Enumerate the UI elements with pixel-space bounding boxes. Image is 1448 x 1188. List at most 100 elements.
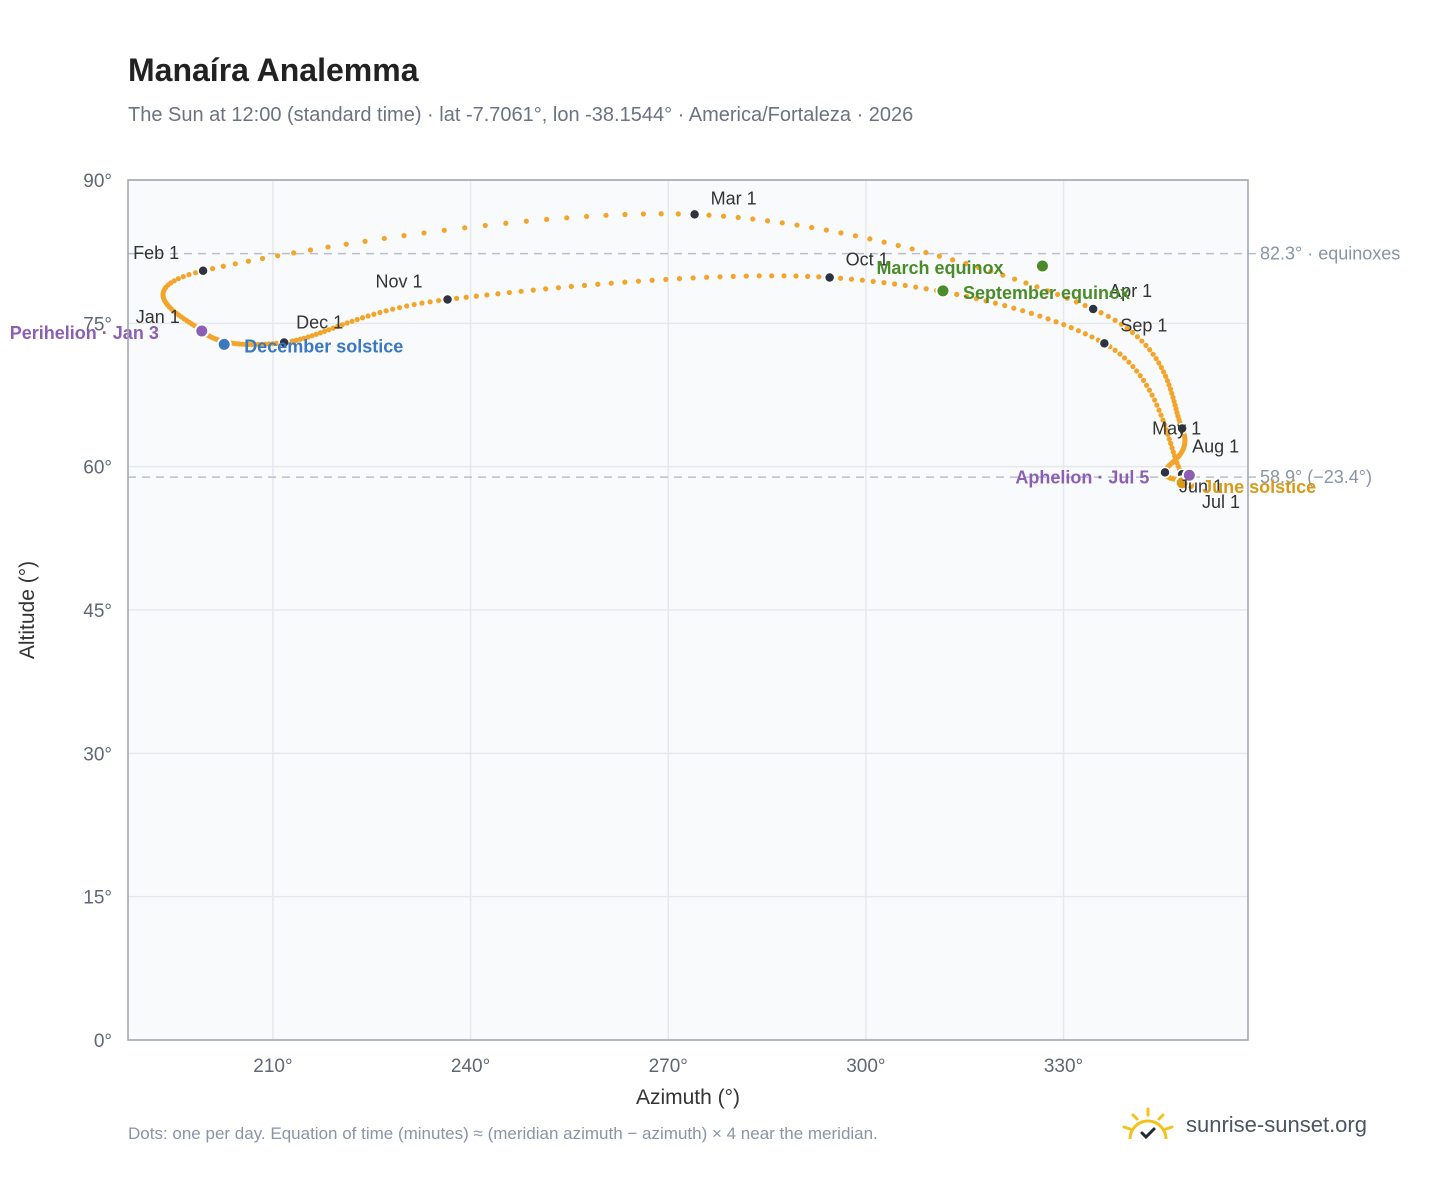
month-marker [1176, 422, 1188, 435]
day-dot [436, 297, 442, 304]
day-dot [1082, 331, 1088, 337]
day-dot [635, 278, 642, 284]
day-dot [848, 276, 855, 282]
day-dot [484, 292, 490, 298]
day-dot [381, 235, 387, 242]
day-dot [793, 273, 799, 279]
x-tick-label: 330° [1044, 1056, 1083, 1077]
y-tick-label: 75° [83, 314, 112, 335]
day-dot [1168, 440, 1174, 447]
day-dot [867, 236, 873, 242]
day-dot [530, 287, 536, 293]
day-dot [1147, 347, 1153, 353]
day-dot [1165, 431, 1171, 438]
day-dot [462, 225, 468, 231]
day-dot [975, 264, 981, 271]
day-dot [1020, 308, 1026, 314]
day-dot [354, 316, 360, 323]
day-dot [663, 276, 669, 282]
day-dot [1112, 317, 1118, 323]
day-dot [1011, 305, 1017, 311]
day-dot [954, 291, 960, 297]
day-dot [1169, 445, 1175, 451]
month-marker [197, 265, 209, 277]
day-dot [988, 268, 994, 274]
day-dot [473, 293, 479, 299]
event-marker [935, 283, 951, 299]
day-dot [1000, 272, 1006, 278]
chart-title: Manaíra Analemma [128, 52, 419, 88]
day-dot [427, 299, 433, 305]
day-dot [325, 244, 331, 250]
day-dot [622, 279, 628, 285]
day-dot [321, 328, 328, 334]
day-dot [895, 242, 901, 249]
day-dot [371, 311, 377, 317]
day-dot [1054, 291, 1061, 298]
day-dot [1162, 422, 1168, 428]
day-dot [1045, 316, 1051, 322]
day-dot [583, 213, 590, 220]
month-marker [278, 336, 290, 349]
day-dot [852, 233, 859, 239]
month-label: Sep 1 [1120, 315, 1167, 335]
day-dot [1089, 334, 1095, 340]
day-dot [313, 331, 319, 337]
day-dot [1073, 299, 1079, 305]
day-dot [1098, 310, 1104, 316]
event-label: March equinox [876, 258, 1003, 278]
day-dot [275, 253, 281, 259]
y-tick-label: 0° [94, 1031, 112, 1052]
day-dot [454, 295, 460, 301]
day-dot [259, 255, 266, 262]
day-dot [291, 250, 297, 256]
day-dot [564, 215, 570, 221]
day-dot [809, 224, 815, 231]
plot-frame [127, 179, 1249, 1041]
day-dot [1140, 377, 1147, 383]
day-dot [794, 222, 800, 228]
event-marker [216, 336, 232, 352]
day-dot [743, 273, 749, 279]
day-dot [764, 218, 771, 224]
month-label: Jun 1 [1179, 476, 1223, 496]
day-dot [1169, 390, 1175, 396]
day-dot [779, 220, 785, 226]
day-dot [704, 274, 710, 280]
day-dot [1134, 368, 1140, 374]
day-dot [301, 335, 307, 341]
day-dot [640, 211, 646, 217]
day-dot [482, 222, 488, 229]
y-tick-label: 60° [83, 458, 112, 479]
day-dot [1130, 363, 1136, 370]
day-dot [555, 285, 561, 291]
day-dot [649, 277, 655, 283]
day-dot [1064, 295, 1070, 301]
day-dot [377, 309, 383, 316]
day-dot [1118, 321, 1124, 327]
day-dot [404, 303, 410, 309]
month-marker [441, 293, 454, 306]
day-dot [1143, 382, 1150, 388]
day-dot [383, 308, 389, 314]
day-dot [1151, 397, 1158, 403]
day-dot [676, 276, 683, 282]
day-dot [307, 247, 314, 253]
brand[interactable]: sunrise-sunset.org [1120, 1100, 1367, 1150]
day-dot [1002, 303, 1008, 309]
day-dot [717, 274, 723, 280]
day-dot [245, 258, 252, 264]
day-dot [1153, 356, 1159, 362]
day-dot [1167, 386, 1174, 392]
day-dot [396, 304, 403, 311]
day-dot [1124, 325, 1130, 331]
day-dot [1117, 351, 1123, 357]
event-marker [1181, 467, 1197, 483]
day-dot [503, 220, 509, 226]
day-dot [1170, 394, 1176, 400]
day-dot [837, 275, 844, 281]
day-dot [675, 211, 681, 217]
day-dot [1158, 412, 1164, 418]
day-dot [506, 289, 512, 296]
day-dot [973, 296, 980, 302]
